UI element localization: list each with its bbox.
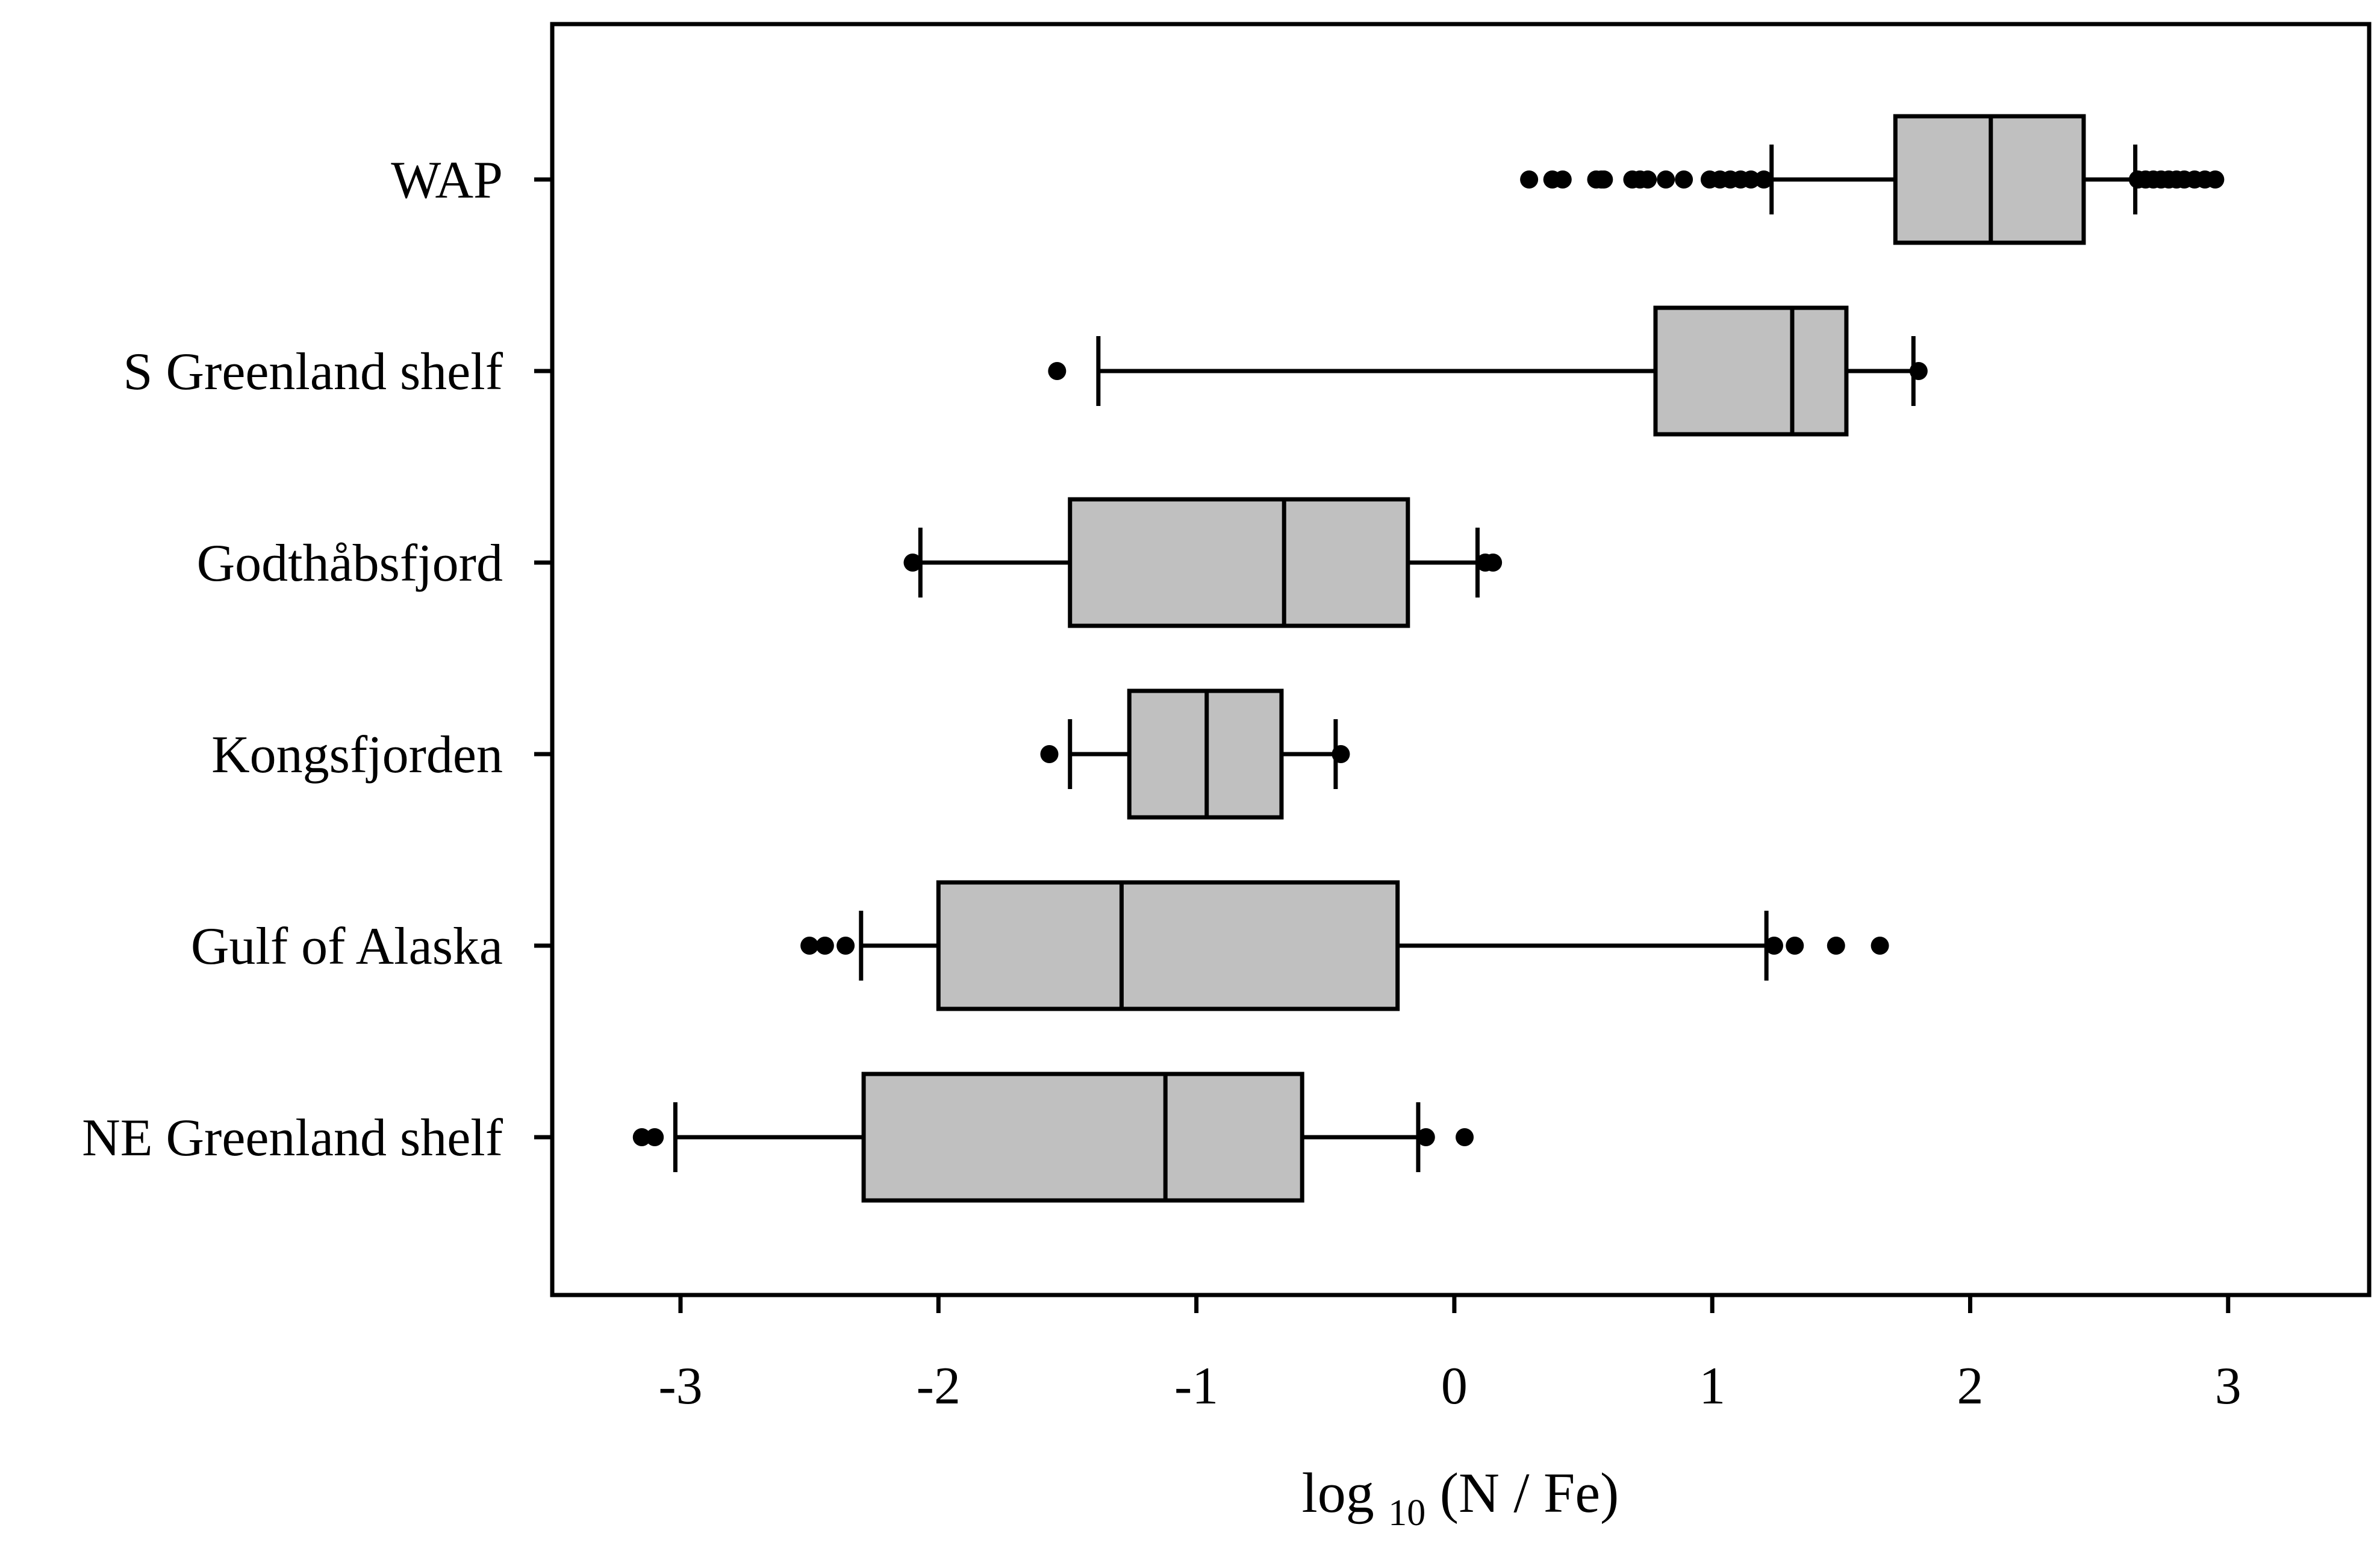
box-5 bbox=[632, 1072, 1474, 1203]
outlier-point bbox=[1786, 937, 1804, 955]
x-axis-title-subscript: 10 bbox=[1388, 1493, 1425, 1534]
outlier-point bbox=[1416, 1128, 1435, 1146]
x-tick-label: -3 bbox=[658, 1357, 702, 1415]
outlier-point bbox=[1754, 170, 1773, 189]
outlier-point bbox=[1909, 362, 1928, 380]
outlier-point bbox=[1742, 170, 1760, 189]
iqr-box bbox=[936, 880, 1400, 1011]
outlier-point bbox=[1332, 745, 1350, 763]
outlier-point bbox=[1639, 170, 1657, 189]
outlier-point bbox=[2206, 170, 2225, 189]
x-tick-label: -2 bbox=[917, 1357, 961, 1415]
outlier-point bbox=[800, 937, 819, 955]
x-axis-ticks: -3 -2 -1 0 1 2 3 bbox=[534, 177, 2241, 1415]
outlier-point bbox=[1048, 362, 1067, 380]
outlier-point bbox=[903, 554, 922, 572]
outlier-point bbox=[646, 1128, 664, 1146]
outlier-point bbox=[1765, 937, 1783, 955]
outlier-point bbox=[1553, 170, 1572, 189]
x-tick-label: 0 bbox=[1441, 1357, 1468, 1415]
outlier-point bbox=[1595, 170, 1613, 189]
category-label: Gulf of Alaska bbox=[191, 917, 503, 976]
x-tick-label: 2 bbox=[1957, 1357, 1984, 1415]
outlier-point bbox=[1657, 170, 1675, 189]
outlier-point bbox=[1675, 170, 1693, 189]
category-labels: WAP S Greenland shelf Godthåbsfjord Kongsfj… bbox=[82, 151, 503, 1167]
x-axis-title-suffix: (N / Fe) bbox=[1440, 1462, 1619, 1524]
outlier-point bbox=[632, 1128, 651, 1146]
box-3 bbox=[1040, 688, 1350, 820]
x-tick-label: 1 bbox=[1699, 1357, 1725, 1415]
outlier-point bbox=[1827, 937, 1845, 955]
box-1 bbox=[1048, 305, 1928, 437]
outlier-point bbox=[1040, 745, 1059, 763]
category-label: Godthåbsfjord bbox=[197, 534, 503, 593]
category-label: NE Greenland shelf bbox=[82, 1109, 503, 1167]
iqr-box bbox=[1068, 497, 1410, 628]
category-label: S Greenland shelf bbox=[123, 343, 503, 401]
x-axis-title: log 10 (N / Fe) bbox=[1302, 1462, 1619, 1538]
outlier-point bbox=[836, 937, 855, 955]
category-label: WAP bbox=[391, 151, 503, 210]
x-axis-title-prefix: log bbox=[1302, 1462, 1374, 1524]
x-tick-label: -1 bbox=[1174, 1357, 1218, 1415]
iqr-box bbox=[861, 1072, 1304, 1203]
category-label: Kongsfjorden bbox=[211, 726, 503, 784]
box-2 bbox=[903, 497, 1503, 628]
plot-frame bbox=[550, 22, 2372, 1297]
outlier-point bbox=[815, 937, 834, 955]
outlier-point bbox=[1871, 937, 1889, 955]
outlier-point bbox=[1520, 170, 1539, 189]
box-0 bbox=[1520, 114, 2225, 245]
outlier-point bbox=[1456, 1128, 1474, 1146]
iqr-box bbox=[1653, 305, 1849, 437]
boxes-layer bbox=[632, 114, 2225, 1203]
outlier-point bbox=[1484, 554, 1503, 572]
x-tick-label: 3 bbox=[2215, 1357, 2241, 1415]
box-4 bbox=[800, 880, 1889, 1011]
